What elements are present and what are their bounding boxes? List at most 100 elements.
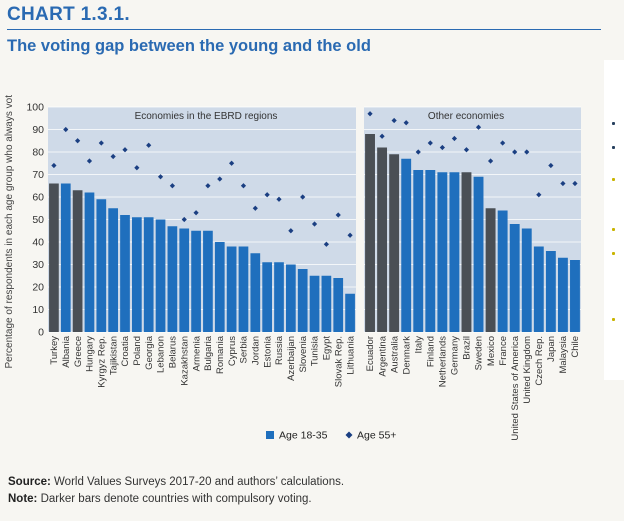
bar-age-18-35 bbox=[333, 278, 344, 332]
x-tick-label: Jordan bbox=[251, 336, 262, 365]
x-tick-label: Malaysia bbox=[558, 335, 569, 373]
bar-age-18-35 bbox=[321, 275, 332, 332]
bar-age-18-35 bbox=[262, 262, 273, 332]
title-rule bbox=[7, 29, 601, 30]
marker-age-55-plus bbox=[335, 212, 341, 218]
bar-age-18-35 bbox=[401, 158, 412, 332]
marker-age-55-plus bbox=[560, 180, 566, 187]
marker-age-55-plus bbox=[512, 149, 518, 155]
y-axis-label: Percentage of respondents in each age gr… bbox=[4, 95, 15, 369]
chart-title: The voting gap between the young and the… bbox=[7, 37, 371, 55]
bar-age-18-35 bbox=[309, 275, 320, 332]
marker-age-55-plus bbox=[146, 142, 152, 148]
note-text: Darker bars denote countries with compul… bbox=[40, 493, 312, 505]
x-tick-label: Finland bbox=[426, 336, 437, 367]
bar-age-18-35 bbox=[365, 134, 375, 332]
marker-age-55-plus bbox=[51, 162, 57, 169]
bar-age-18-35 bbox=[72, 190, 83, 332]
marker-age-55-plus bbox=[487, 158, 494, 164]
x-tick-label: Netherlands bbox=[438, 336, 449, 387]
marker-age-55-plus bbox=[415, 149, 421, 155]
marker-age-55-plus bbox=[169, 183, 175, 189]
bar-age-18-35 bbox=[345, 293, 355, 332]
source-text: World Values Surveys 2017-20 and authors… bbox=[54, 476, 345, 488]
x-tick-label: Romania bbox=[215, 335, 226, 374]
marker-age-55-plus bbox=[439, 144, 445, 151]
chart-number: CHART 1.3.1. bbox=[7, 4, 130, 25]
y-tick-label: 20 bbox=[32, 282, 44, 294]
marker-age-55-plus bbox=[205, 183, 211, 189]
panel-title-ebrd: Economies in the EBRD regions bbox=[135, 111, 278, 122]
y-tick-label: 30 bbox=[32, 259, 44, 271]
marker-age-55-plus bbox=[500, 140, 506, 146]
bar-age-18-35 bbox=[108, 208, 119, 332]
marker-age-55-plus bbox=[323, 241, 329, 247]
marker-age-55-plus bbox=[379, 133, 385, 139]
x-tick-label: Bulgaria bbox=[203, 335, 214, 371]
y-tick-label: 80 bbox=[32, 147, 44, 159]
x-tick-label: Russia bbox=[274, 335, 285, 365]
x-tick-label: Egypt bbox=[322, 336, 333, 361]
cropped-text-mark bbox=[612, 228, 615, 231]
bar-age-18-35 bbox=[389, 154, 400, 332]
x-tick-label: Croatia bbox=[120, 335, 131, 366]
bar-age-18-35 bbox=[167, 226, 178, 332]
x-tick-label: Turkey bbox=[49, 336, 60, 365]
marker-age-55-plus bbox=[110, 153, 116, 160]
bar-age-18-35 bbox=[155, 219, 166, 332]
bar-age-18-35 bbox=[437, 172, 448, 332]
marker-age-55-plus bbox=[86, 158, 93, 164]
x-tick-label: Mexico bbox=[486, 336, 497, 366]
x-tick-label: Serbia bbox=[239, 335, 250, 363]
bar-age-18-35 bbox=[497, 210, 508, 332]
marker-age-55-plus bbox=[463, 147, 470, 153]
voting-gap-chart: 0 10 20 30 40 50 60 70 80 90 100 Turkey Albania Gree… bbox=[4, 95, 581, 442]
legend-diamond-marker bbox=[345, 431, 353, 439]
marker-age-55-plus bbox=[536, 192, 542, 198]
cropped-text-mark bbox=[612, 318, 615, 321]
marker-age-55-plus bbox=[229, 160, 235, 166]
bar-age-18-35 bbox=[425, 170, 436, 332]
marker-age-55-plus bbox=[240, 183, 247, 189]
bar-age-18-35 bbox=[96, 199, 107, 332]
cropped-text-mark bbox=[612, 252, 615, 255]
x-tick-label: Estonia bbox=[262, 335, 273, 367]
panel-title-other: Other economies bbox=[428, 111, 504, 122]
marker-age-55-plus bbox=[391, 117, 397, 124]
bar-age-18-35 bbox=[49, 183, 59, 332]
bar-age-18-35 bbox=[509, 224, 520, 332]
bar-age-18-35 bbox=[250, 253, 261, 332]
marker-age-55-plus bbox=[264, 192, 270, 198]
cropped-text-mark bbox=[612, 146, 615, 149]
bar-age-18-35 bbox=[377, 147, 388, 332]
bar-age-18-35 bbox=[533, 246, 544, 332]
bar-age-18-35 bbox=[413, 170, 424, 332]
bar-age-18-35 bbox=[473, 176, 484, 332]
x-tick-label: Argentina bbox=[377, 335, 388, 376]
bar-age-18-35 bbox=[238, 246, 249, 332]
x-tick-label: Tajikistan bbox=[108, 336, 119, 375]
x-tick-label: Slovenia bbox=[298, 335, 309, 372]
y-tick-label: 40 bbox=[32, 237, 44, 249]
y-tick-label: 70 bbox=[32, 169, 44, 181]
cropped-adjacent-column bbox=[604, 60, 624, 380]
marker-age-55-plus bbox=[193, 210, 199, 216]
bar-age-18-35 bbox=[285, 264, 296, 332]
marker-age-55-plus bbox=[311, 221, 318, 227]
bar-age-18-35 bbox=[297, 269, 308, 332]
x-tick-label: Belarus bbox=[168, 336, 179, 368]
cropped-text-mark bbox=[612, 122, 615, 125]
legend-label-young: Age 18-35 bbox=[279, 430, 328, 442]
bar-age-18-35 bbox=[120, 215, 130, 332]
bar-age-18-35 bbox=[191, 230, 201, 332]
marker-age-55-plus bbox=[548, 162, 554, 169]
marker-age-55-plus bbox=[134, 165, 140, 171]
cropped-text-mark bbox=[612, 178, 615, 181]
x-tick-label: Georgia bbox=[144, 335, 155, 370]
footnotes: Source: World Values Surveys 2017-20 and… bbox=[8, 474, 344, 508]
x-tick-label: Lebanon bbox=[156, 336, 167, 373]
bar-age-18-35 bbox=[226, 246, 237, 332]
marker-age-55-plus bbox=[217, 176, 223, 182]
marker-age-55-plus bbox=[367, 111, 373, 117]
x-tick-label: Germany bbox=[450, 336, 461, 375]
